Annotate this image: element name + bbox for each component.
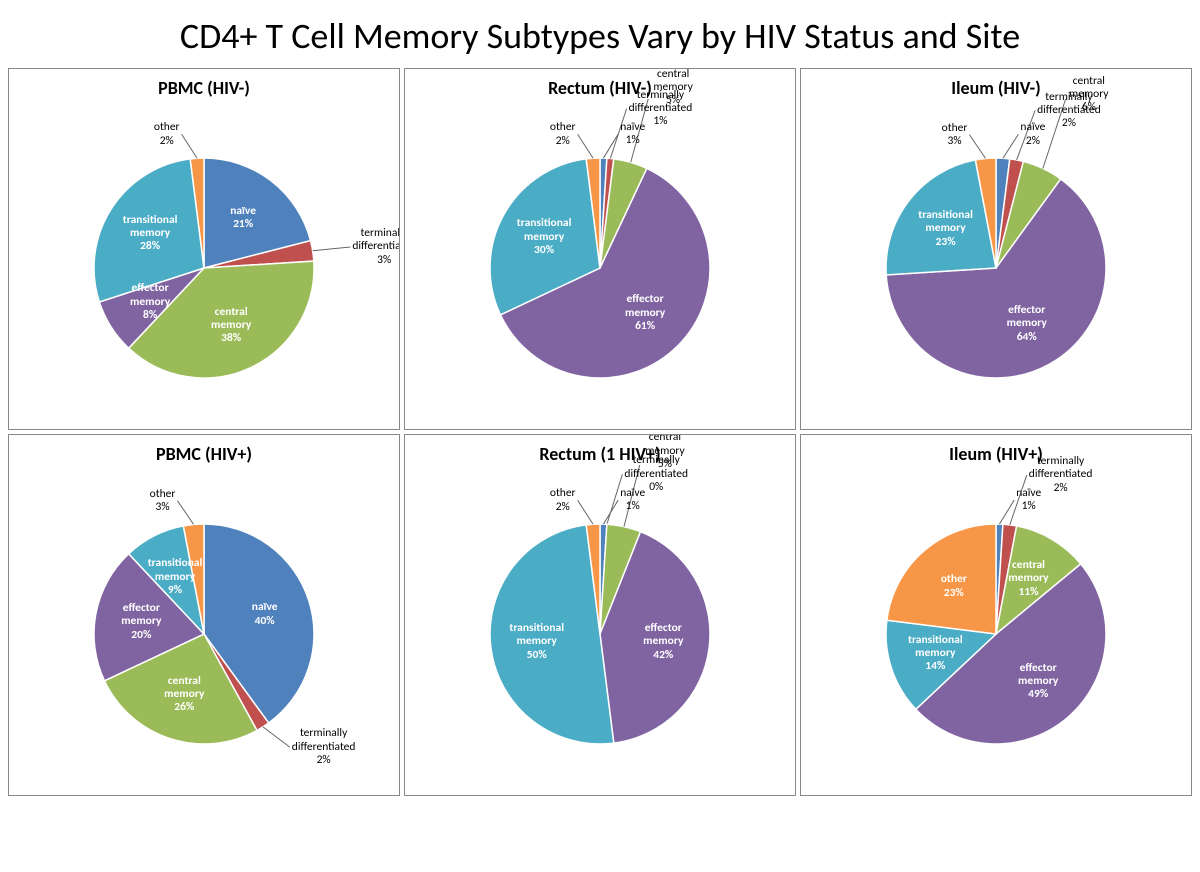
pie-slice bbox=[887, 524, 996, 634]
chart-panel: PBMC (HIV-)naïve21%terminallydifferentia… bbox=[8, 68, 400, 430]
leader-line bbox=[578, 500, 594, 524]
leader-line bbox=[607, 474, 623, 524]
pie-chart: naïve1%terminallydifferentiated2%central… bbox=[801, 465, 1191, 795]
pie-chart: naïve2%terminallydifferentiated2%central… bbox=[801, 99, 1191, 429]
panel-title: Ileum (HIV-) bbox=[801, 69, 1191, 99]
leader-line bbox=[313, 247, 351, 251]
leader-line bbox=[177, 501, 193, 525]
leader-line bbox=[624, 465, 643, 527]
chart-grid: PBMC (HIV-)naïve21%terminallydifferentia… bbox=[0, 68, 1200, 804]
leader-line bbox=[1017, 111, 1035, 161]
panel-title: Rectum (HIV-) bbox=[405, 69, 795, 99]
leader-line bbox=[182, 134, 198, 158]
leader-line bbox=[999, 500, 1014, 524]
chart-panel: Ileum (HIV+)naïve1%terminallydifferentia… bbox=[800, 434, 1192, 796]
chart-panel: PBMC (HIV+)naïve40%terminallydifferentia… bbox=[8, 434, 400, 796]
leader-line bbox=[578, 134, 594, 158]
pie-chart: naïve21%terminallydifferentiated3%centra… bbox=[9, 99, 399, 429]
leader-line bbox=[610, 109, 626, 159]
chart-panel: Rectum (1 HIV+)naïve1%terminallydifferen… bbox=[404, 434, 796, 796]
leader-line bbox=[1010, 475, 1027, 525]
pie-chart: naïve1%terminallydifferentiated0%central… bbox=[405, 465, 795, 795]
leader-line bbox=[263, 727, 290, 747]
leader-line bbox=[603, 134, 618, 158]
panel-title: PBMC (HIV-) bbox=[9, 69, 399, 99]
chart-panel: Ileum (HIV-)naïve2%terminallydifferentia… bbox=[800, 68, 1192, 430]
page-title: CD4+ T Cell Memory Subtypes Vary by HIV … bbox=[0, 0, 1200, 68]
leader-line bbox=[969, 135, 985, 159]
chart-panel: Rectum (HIV-)naïve1%terminallydifferenti… bbox=[404, 68, 796, 430]
panel-title: PBMC (HIV+) bbox=[9, 435, 399, 465]
panel-title: Ileum (HIV+) bbox=[801, 435, 1191, 465]
leader-line bbox=[1003, 134, 1019, 158]
panel-title: Rectum (1 HIV+) bbox=[405, 435, 795, 465]
leader-line bbox=[631, 99, 652, 162]
pie-chart: naïve1%terminallydifferentiated1%central… bbox=[405, 99, 795, 429]
pie-chart: naïve40%terminallydifferentiated2%centra… bbox=[9, 465, 399, 795]
leader-line bbox=[1043, 99, 1067, 168]
